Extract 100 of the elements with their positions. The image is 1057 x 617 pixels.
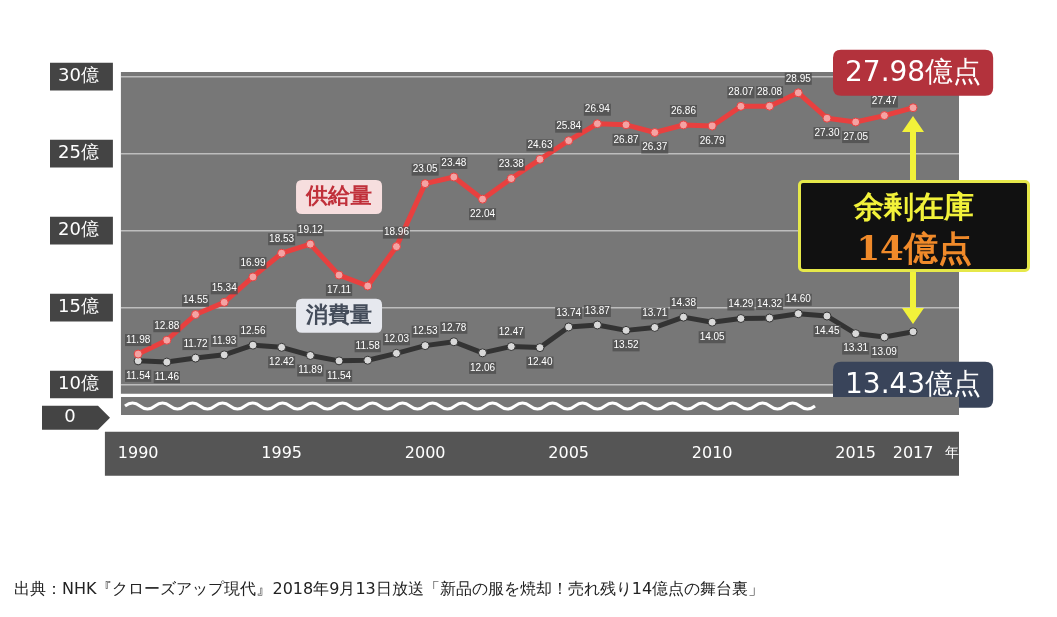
data-label: 14.55 [183, 294, 209, 306]
point [765, 101, 775, 111]
point [162, 357, 172, 367]
point [879, 332, 889, 342]
data-label: 12.78 [441, 321, 467, 333]
series-label: 消費量 [305, 301, 373, 327]
data-label: 26.86 [670, 104, 697, 116]
point [592, 119, 602, 129]
point [363, 355, 373, 365]
point [765, 313, 775, 323]
annotation: 14億点 [855, 228, 973, 268]
data-label: 27.30 [814, 126, 840, 138]
point [248, 340, 258, 350]
data-label: 27.05 [843, 130, 869, 142]
data-label: 18.96 [383, 226, 410, 238]
x-tick-label: 2017 [892, 442, 934, 462]
data-label: 12.06 [470, 361, 496, 373]
point [478, 194, 488, 204]
point [334, 270, 344, 280]
data-label: 11.72 [183, 337, 209, 349]
data-label: 13.74 [556, 306, 582, 318]
point [391, 242, 401, 252]
data-label: 13.52 [613, 339, 640, 351]
data-label: 22.04 [470, 207, 496, 219]
point [305, 350, 315, 360]
data-label: 11.93 [212, 334, 237, 346]
point [621, 120, 631, 130]
data-label: 11.89 [298, 364, 323, 376]
x-tick-label: 2015 [835, 442, 877, 462]
data-label: 11.54 [326, 369, 352, 381]
x-tick-label: 1990 [117, 442, 159, 462]
x-tick-label: 1995 [261, 442, 302, 462]
point [162, 335, 172, 345]
data-label: 12.42 [269, 356, 295, 368]
data-label: 23.05 [412, 163, 439, 175]
point [334, 356, 344, 366]
x-tick-label: 2005 [548, 442, 590, 462]
data-label: 11.54 [125, 369, 151, 381]
data-label: 14.38 [670, 296, 697, 308]
data-label: 28.08 [757, 85, 783, 97]
data-label: 28.95 [785, 72, 812, 84]
data-label: 26.94 [584, 103, 611, 115]
point [506, 174, 516, 184]
data-label: 25.84 [556, 120, 582, 132]
annotation: 13.43億点 [844, 367, 982, 401]
data-label: 26.37 [642, 141, 668, 153]
y-tick-label: 30億 [58, 64, 99, 86]
data-label: 12.03 [383, 333, 410, 345]
point [420, 179, 430, 189]
point [449, 337, 459, 347]
data-label: 11.98 [125, 333, 151, 345]
point [592, 320, 602, 330]
point [564, 322, 574, 332]
point [248, 272, 258, 282]
data-label: 19.12 [297, 223, 324, 235]
point [678, 120, 688, 130]
data-label: 14.60 [785, 293, 812, 305]
point [363, 281, 373, 291]
data-label: 12.40 [527, 356, 553, 368]
point [391, 348, 401, 358]
data-label: 11.58 [355, 339, 381, 351]
surplus-callout: 余剰在庫 14億点 [798, 180, 1031, 272]
point [133, 349, 143, 359]
point [506, 342, 516, 352]
series-label: 供給量 [305, 182, 373, 208]
point [851, 117, 861, 127]
point [793, 88, 803, 98]
data-label: 12.47 [498, 326, 525, 338]
data-label: 14.29 [728, 298, 754, 310]
data-label: 12.56 [240, 324, 266, 336]
data-label: 11.46 [154, 370, 180, 382]
point [678, 312, 688, 322]
point [277, 248, 287, 258]
point [822, 113, 832, 123]
data-label: 14.05 [699, 330, 726, 342]
point [793, 309, 803, 319]
point [564, 136, 574, 146]
annotation: 27.98億点 [844, 55, 982, 88]
data-label: 23.38 [498, 158, 525, 170]
point [449, 172, 459, 182]
point [736, 314, 746, 324]
point [707, 317, 717, 327]
point [736, 101, 746, 111]
y-tick-label: 15億 [58, 295, 99, 317]
point [420, 341, 430, 351]
point [535, 154, 545, 164]
data-label: 26.79 [699, 134, 726, 146]
point [191, 353, 201, 363]
point [277, 342, 287, 352]
data-label: 17.11 [326, 283, 352, 295]
x-tick-label: 2000 [404, 442, 446, 462]
data-label: 14.32 [757, 297, 783, 309]
point [879, 111, 889, 121]
text: 0 [64, 405, 76, 427]
data-label: 26.87 [613, 133, 640, 145]
data-label: 15.34 [211, 282, 238, 294]
point [219, 297, 229, 307]
point [478, 348, 488, 358]
point [822, 311, 832, 321]
y-tick-label: 25億 [58, 141, 99, 163]
